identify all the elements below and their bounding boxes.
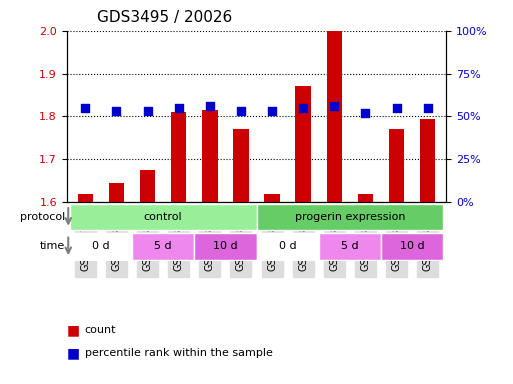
FancyBboxPatch shape bbox=[319, 233, 381, 260]
Bar bbox=[264, 194, 280, 202]
Text: count: count bbox=[85, 325, 116, 335]
Text: 10 d: 10 d bbox=[400, 242, 424, 252]
Text: control: control bbox=[144, 212, 183, 222]
Text: time: time bbox=[40, 242, 65, 252]
Point bbox=[144, 108, 152, 114]
Text: progerin expression: progerin expression bbox=[294, 212, 405, 222]
Bar bbox=[70, 31, 101, 202]
Bar bbox=[350, 31, 381, 202]
FancyBboxPatch shape bbox=[70, 204, 256, 230]
Bar bbox=[171, 112, 187, 202]
Bar bbox=[389, 129, 404, 202]
FancyBboxPatch shape bbox=[70, 233, 132, 260]
Text: percentile rank within the sample: percentile rank within the sample bbox=[85, 348, 272, 358]
FancyBboxPatch shape bbox=[132, 233, 194, 260]
Bar bbox=[132, 31, 163, 202]
Bar bbox=[420, 119, 436, 202]
Bar bbox=[225, 31, 256, 202]
Point bbox=[237, 108, 245, 114]
Point bbox=[361, 110, 369, 116]
Bar bbox=[109, 183, 124, 202]
Text: 10 d: 10 d bbox=[213, 242, 238, 252]
Bar bbox=[319, 31, 350, 202]
Point bbox=[112, 108, 121, 114]
Point bbox=[392, 105, 401, 111]
Bar bbox=[358, 194, 373, 202]
Bar bbox=[256, 31, 288, 202]
Text: protocol: protocol bbox=[20, 212, 65, 222]
Point bbox=[81, 105, 89, 111]
Point bbox=[174, 105, 183, 111]
FancyBboxPatch shape bbox=[194, 233, 256, 260]
Bar bbox=[77, 194, 93, 202]
Text: 0 d: 0 d bbox=[279, 242, 297, 252]
Point bbox=[206, 103, 214, 109]
Text: 0 d: 0 d bbox=[92, 242, 110, 252]
Bar bbox=[194, 31, 225, 202]
Bar bbox=[163, 31, 194, 202]
FancyBboxPatch shape bbox=[256, 204, 443, 230]
Bar bbox=[288, 31, 319, 202]
Text: 5 d: 5 d bbox=[154, 242, 172, 252]
Point bbox=[268, 108, 276, 114]
FancyBboxPatch shape bbox=[256, 233, 319, 260]
Bar bbox=[295, 86, 311, 202]
Text: ■: ■ bbox=[67, 323, 80, 337]
Bar bbox=[202, 110, 218, 202]
Point bbox=[330, 103, 339, 109]
Bar bbox=[412, 31, 443, 202]
Point bbox=[424, 105, 432, 111]
Bar bbox=[101, 31, 132, 202]
Bar bbox=[326, 31, 342, 202]
FancyBboxPatch shape bbox=[381, 233, 443, 260]
Bar bbox=[381, 31, 412, 202]
Text: 5 d: 5 d bbox=[341, 242, 359, 252]
Text: ■: ■ bbox=[67, 346, 80, 360]
Bar bbox=[140, 170, 155, 202]
Point bbox=[299, 105, 307, 111]
Text: GDS3495 / 20026: GDS3495 / 20026 bbox=[97, 10, 232, 25]
Bar bbox=[233, 129, 249, 202]
